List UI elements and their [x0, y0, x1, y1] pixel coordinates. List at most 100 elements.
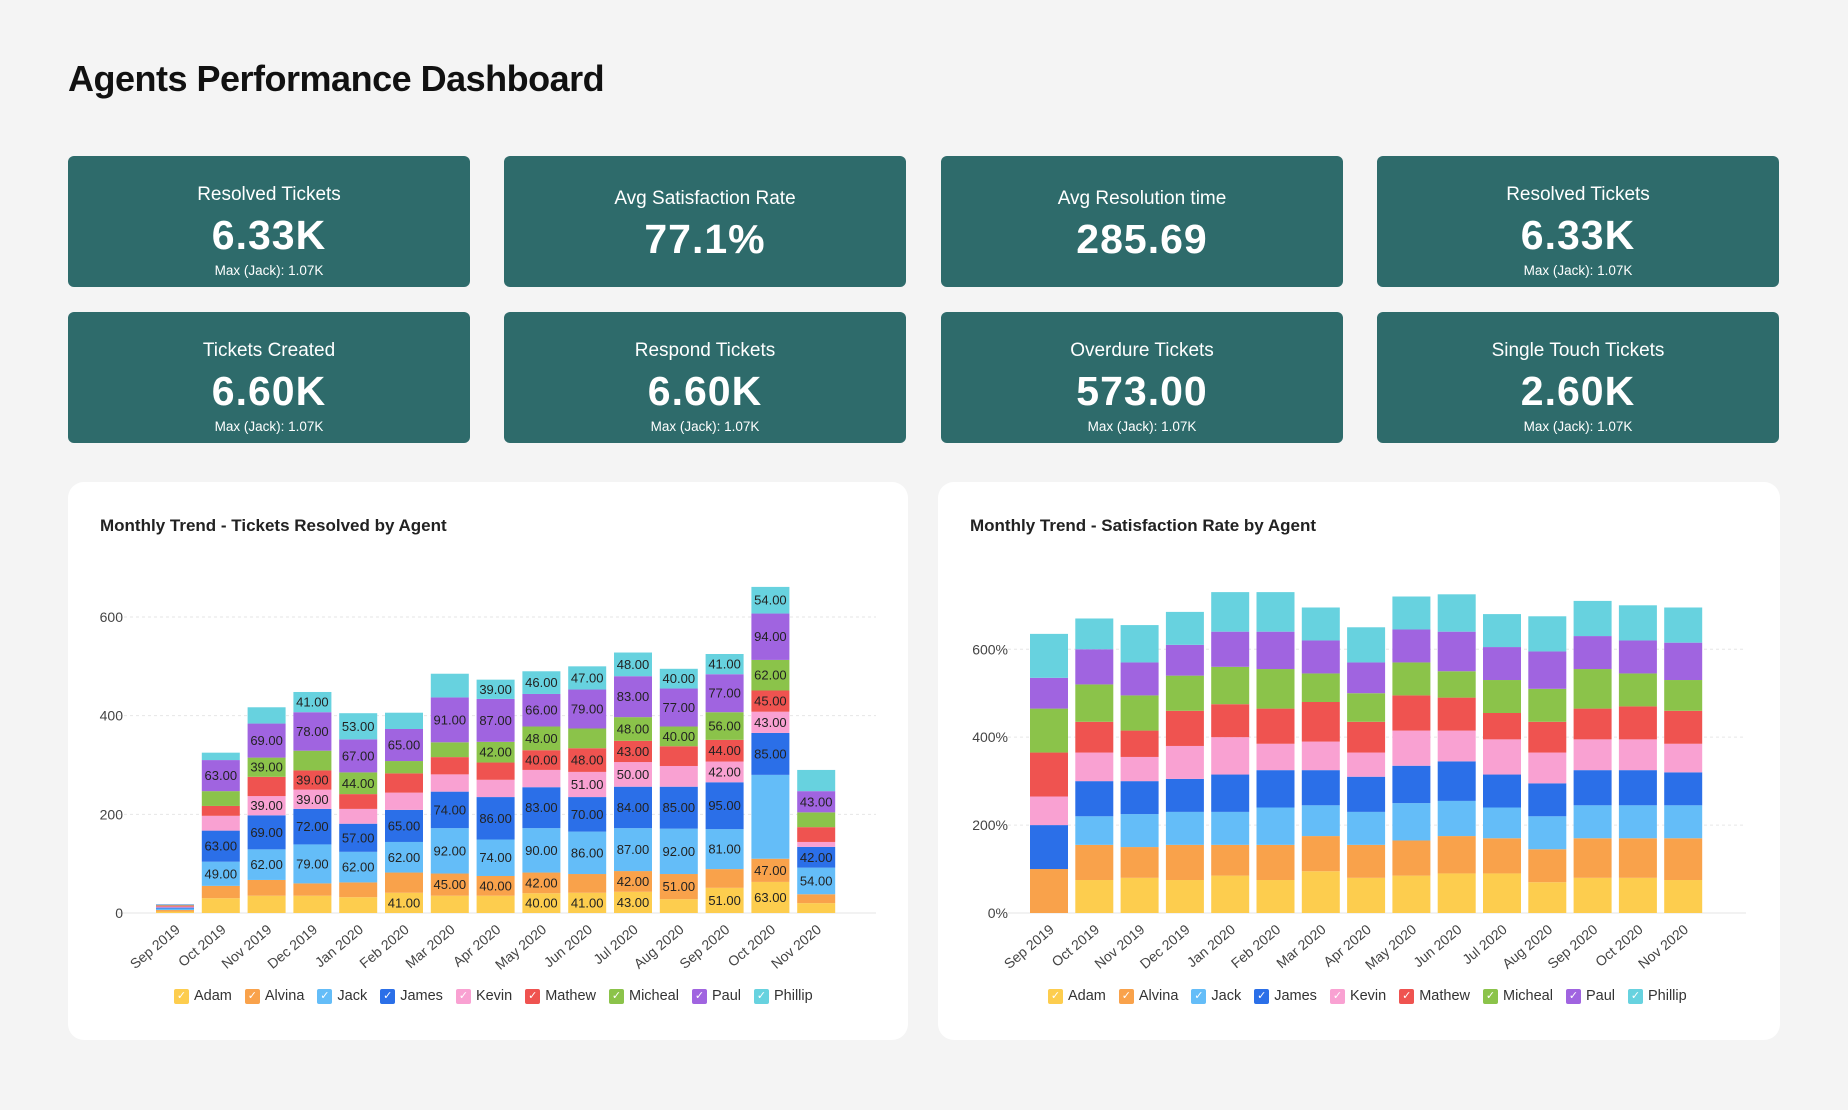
bar-segment[interactable]: [1483, 873, 1521, 913]
bar-segment[interactable]: [247, 723, 286, 758]
bar-segment[interactable]: [1392, 662, 1431, 696]
bar-segment[interactable]: [1618, 640, 1657, 674]
bar-segment[interactable]: [1165, 778, 1204, 812]
checkbox-icon[interactable]: ✓: [1329, 988, 1345, 1004]
bar-segment[interactable]: [1211, 811, 1250, 845]
bar-segment[interactable]: [201, 885, 240, 899]
bar-segment[interactable]: [1664, 880, 1703, 913]
bar-segment[interactable]: [1165, 710, 1204, 746]
bar-segment[interactable]: [1256, 880, 1295, 913]
bar-segment[interactable]: [476, 762, 515, 780]
bar-segment[interactable]: [385, 792, 423, 810]
bar-segment[interactable]: [568, 892, 607, 913]
bar-segment[interactable]: [293, 844, 332, 884]
bar-segment[interactable]: [1211, 666, 1250, 705]
bar-segment[interactable]: [1392, 596, 1431, 630]
kpi-card[interactable]: Overdure Tickets 573.00 Max (Jack): 1.07K: [941, 312, 1343, 443]
checkbox-icon[interactable]: ✓: [754, 988, 769, 1004]
bar-segment[interactable]: [1301, 836, 1340, 872]
bar-segment[interactable]: [1030, 825, 1068, 870]
legend-item-james[interactable]: ✓ James: [380, 988, 443, 1004]
checkbox-icon[interactable]: ✓: [455, 988, 471, 1004]
bar-segment[interactable]: [247, 815, 286, 850]
bar-segment[interactable]: [659, 786, 698, 829]
bar-segment[interactable]: [1075, 880, 1114, 913]
bar-segment[interactable]: [568, 689, 607, 729]
bar-segment[interactable]: [430, 895, 469, 913]
bar-segment[interactable]: [1301, 607, 1340, 641]
bar-segment[interactable]: [476, 797, 515, 840]
bar-segment[interactable]: [293, 883, 332, 896]
bar-segment[interactable]: [1618, 805, 1657, 839]
bar-segment[interactable]: [1392, 730, 1431, 766]
bar-segment[interactable]: [1120, 877, 1159, 913]
bar-segment[interactable]: [614, 891, 652, 913]
bar-segment[interactable]: [156, 906, 194, 908]
checkbox-icon[interactable]: ✓: [244, 988, 260, 1004]
bar-segment[interactable]: [522, 693, 561, 727]
bar-segment[interactable]: [1664, 710, 1703, 744]
bar-segment[interactable]: [1301, 770, 1340, 806]
legend-item-micheal[interactable]: ✓ Micheal: [1483, 988, 1553, 1004]
bar-segment[interactable]: [797, 769, 836, 792]
bar-segment[interactable]: [1483, 680, 1521, 713]
bar-segment[interactable]: [1120, 781, 1159, 815]
bar-segment[interactable]: [522, 828, 561, 873]
bar-segment[interactable]: [1075, 816, 1114, 845]
bar-segment[interactable]: [1075, 752, 1114, 782]
bar-segment[interactable]: [1664, 743, 1703, 773]
bar-segment[interactable]: [797, 894, 836, 904]
bar-segment[interactable]: [522, 671, 561, 694]
bar-segment[interactable]: [156, 911, 194, 913]
bar-segment[interactable]: [339, 897, 378, 913]
bar-segment[interactable]: [1437, 631, 1476, 672]
bar-segment[interactable]: [797, 827, 836, 842]
bar-segment[interactable]: [1437, 836, 1476, 874]
bar-segment[interactable]: [614, 676, 652, 718]
bar-segment[interactable]: [156, 908, 194, 911]
bar-segment[interactable]: [156, 910, 194, 912]
bar-segment[interactable]: [385, 872, 423, 893]
checkbox-icon[interactable]: ✓: [1254, 988, 1270, 1004]
bar-segment[interactable]: [1120, 730, 1159, 757]
bar-segment[interactable]: [1256, 708, 1295, 744]
bar-segment[interactable]: [476, 698, 515, 742]
legend-item-james[interactable]: ✓ James: [1254, 988, 1317, 1004]
bar-segment[interactable]: [293, 691, 332, 713]
bar-segment[interactable]: [385, 841, 423, 873]
bar-segment[interactable]: [1301, 741, 1340, 771]
bar-segment[interactable]: [1483, 647, 1521, 681]
bar-segment[interactable]: [1256, 807, 1295, 845]
bar-segment[interactable]: [339, 794, 378, 809]
bar-segment[interactable]: [430, 742, 469, 758]
bar-segment[interactable]: [247, 776, 286, 797]
bar-segment[interactable]: [1030, 752, 1068, 797]
bar-segment[interactable]: [614, 717, 652, 741]
legend-item-jack[interactable]: ✓ Jack: [1191, 988, 1241, 1004]
bar-segment[interactable]: [1483, 774, 1521, 808]
legend-item-paul[interactable]: ✓ Paul: [1565, 988, 1615, 1004]
bar-segment[interactable]: [201, 830, 240, 862]
bar-segment[interactable]: [201, 791, 240, 806]
bar-segment[interactable]: [1392, 840, 1431, 876]
bar-segment[interactable]: [1211, 844, 1250, 876]
bar-segment[interactable]: [1437, 730, 1476, 762]
bar-segment[interactable]: [476, 779, 515, 798]
kpi-card[interactable]: Avg Satisfaction Rate 77.1%: [504, 156, 906, 287]
legend-item-alvina[interactable]: ✓ Alvina: [1118, 988, 1178, 1004]
bar-segment[interactable]: [1347, 693, 1386, 722]
legend-item-adam[interactable]: ✓ Adam: [1048, 988, 1106, 1004]
bar-segment[interactable]: [339, 713, 378, 740]
bar-segment[interactable]: [1483, 807, 1521, 839]
bar-segment[interactable]: [1483, 712, 1521, 740]
bar-segment[interactable]: [293, 895, 332, 913]
bar-segment[interactable]: [1030, 796, 1068, 826]
bar-segment[interactable]: [430, 673, 469, 698]
legend-item-jack[interactable]: ✓ Jack: [317, 988, 367, 1004]
bar-segment[interactable]: [659, 828, 698, 875]
bar-segment[interactable]: [1301, 640, 1340, 674]
bar-segment[interactable]: [339, 739, 378, 773]
bar-segment[interactable]: [705, 712, 744, 740]
bar-segment[interactable]: [1120, 695, 1159, 731]
bar-segment[interactable]: [476, 895, 515, 913]
